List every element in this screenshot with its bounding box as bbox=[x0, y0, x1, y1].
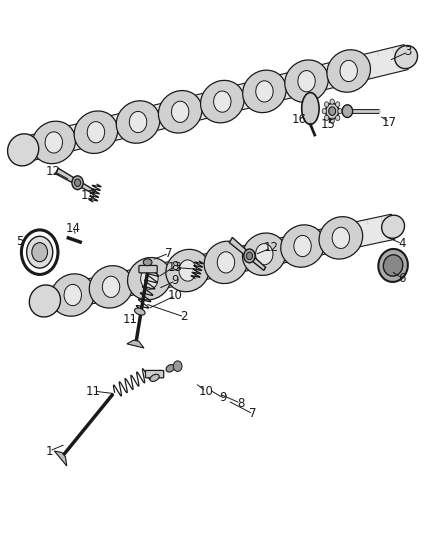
Ellipse shape bbox=[159, 91, 202, 133]
Circle shape bbox=[330, 99, 334, 104]
Ellipse shape bbox=[171, 101, 189, 123]
Ellipse shape bbox=[29, 285, 60, 317]
Ellipse shape bbox=[256, 81, 273, 102]
Text: 9: 9 bbox=[219, 392, 227, 405]
Ellipse shape bbox=[201, 80, 244, 123]
Circle shape bbox=[72, 176, 83, 190]
Circle shape bbox=[325, 115, 329, 120]
Text: 11: 11 bbox=[122, 313, 137, 326]
Ellipse shape bbox=[141, 268, 158, 289]
Ellipse shape bbox=[325, 103, 339, 119]
Ellipse shape bbox=[327, 50, 371, 92]
Polygon shape bbox=[230, 237, 265, 270]
Text: 14: 14 bbox=[66, 222, 81, 235]
Ellipse shape bbox=[51, 274, 95, 316]
Text: 10: 10 bbox=[168, 289, 183, 302]
Circle shape bbox=[173, 361, 182, 372]
Ellipse shape bbox=[32, 121, 76, 164]
Ellipse shape bbox=[378, 249, 408, 282]
Ellipse shape bbox=[166, 365, 174, 372]
Text: 16: 16 bbox=[292, 113, 307, 126]
FancyBboxPatch shape bbox=[145, 370, 164, 378]
Ellipse shape bbox=[143, 259, 152, 266]
Ellipse shape bbox=[89, 265, 133, 308]
Text: 9: 9 bbox=[172, 274, 179, 287]
Text: 5: 5 bbox=[16, 235, 23, 247]
Ellipse shape bbox=[204, 241, 248, 284]
Polygon shape bbox=[21, 45, 408, 163]
Circle shape bbox=[247, 252, 253, 260]
Circle shape bbox=[32, 243, 47, 262]
Ellipse shape bbox=[381, 215, 405, 238]
FancyBboxPatch shape bbox=[139, 265, 157, 273]
Polygon shape bbox=[302, 93, 319, 124]
Ellipse shape bbox=[87, 122, 105, 143]
Ellipse shape bbox=[45, 132, 63, 153]
Text: 3: 3 bbox=[405, 45, 412, 58]
Circle shape bbox=[336, 115, 340, 120]
Polygon shape bbox=[54, 451, 67, 466]
Text: 11: 11 bbox=[86, 385, 101, 398]
Ellipse shape bbox=[134, 308, 145, 315]
Text: 12: 12 bbox=[264, 241, 279, 254]
Circle shape bbox=[27, 236, 53, 268]
Ellipse shape bbox=[243, 70, 286, 112]
Text: 2: 2 bbox=[180, 310, 188, 324]
Text: 17: 17 bbox=[382, 116, 397, 129]
Polygon shape bbox=[56, 168, 95, 194]
Ellipse shape bbox=[214, 91, 231, 112]
Circle shape bbox=[244, 249, 255, 263]
Ellipse shape bbox=[150, 374, 159, 382]
Text: 1: 1 bbox=[46, 445, 53, 457]
Text: 15: 15 bbox=[320, 118, 335, 131]
Ellipse shape bbox=[116, 101, 160, 143]
Ellipse shape bbox=[281, 225, 325, 267]
Ellipse shape bbox=[332, 227, 350, 248]
Text: 12: 12 bbox=[46, 165, 61, 177]
Ellipse shape bbox=[395, 45, 417, 69]
Ellipse shape bbox=[342, 105, 353, 117]
Ellipse shape bbox=[64, 285, 81, 305]
Text: 7: 7 bbox=[165, 247, 173, 260]
Circle shape bbox=[325, 102, 329, 107]
Text: 10: 10 bbox=[198, 385, 213, 398]
Polygon shape bbox=[43, 214, 395, 313]
Circle shape bbox=[330, 118, 334, 123]
Ellipse shape bbox=[243, 233, 286, 276]
Ellipse shape bbox=[255, 244, 273, 265]
Text: 8: 8 bbox=[171, 260, 178, 273]
Circle shape bbox=[336, 102, 340, 107]
Ellipse shape bbox=[102, 276, 120, 297]
Ellipse shape bbox=[127, 257, 171, 300]
Text: 8: 8 bbox=[237, 397, 244, 410]
Ellipse shape bbox=[166, 249, 209, 292]
Ellipse shape bbox=[7, 134, 39, 166]
Ellipse shape bbox=[129, 111, 147, 133]
Text: 6: 6 bbox=[398, 272, 406, 285]
Text: 7: 7 bbox=[249, 407, 257, 421]
Ellipse shape bbox=[383, 255, 403, 276]
Polygon shape bbox=[127, 340, 144, 348]
Ellipse shape bbox=[340, 60, 357, 82]
Text: 13: 13 bbox=[81, 189, 96, 203]
Ellipse shape bbox=[319, 217, 363, 259]
Ellipse shape bbox=[179, 260, 196, 281]
Ellipse shape bbox=[328, 107, 336, 115]
Text: 13: 13 bbox=[168, 261, 183, 274]
Circle shape bbox=[74, 179, 81, 187]
Ellipse shape bbox=[74, 111, 118, 154]
Text: 4: 4 bbox=[398, 237, 406, 250]
Ellipse shape bbox=[285, 60, 328, 102]
Circle shape bbox=[338, 109, 342, 114]
Ellipse shape bbox=[294, 236, 311, 256]
Circle shape bbox=[322, 109, 326, 114]
Ellipse shape bbox=[298, 70, 315, 92]
Ellipse shape bbox=[217, 252, 235, 273]
